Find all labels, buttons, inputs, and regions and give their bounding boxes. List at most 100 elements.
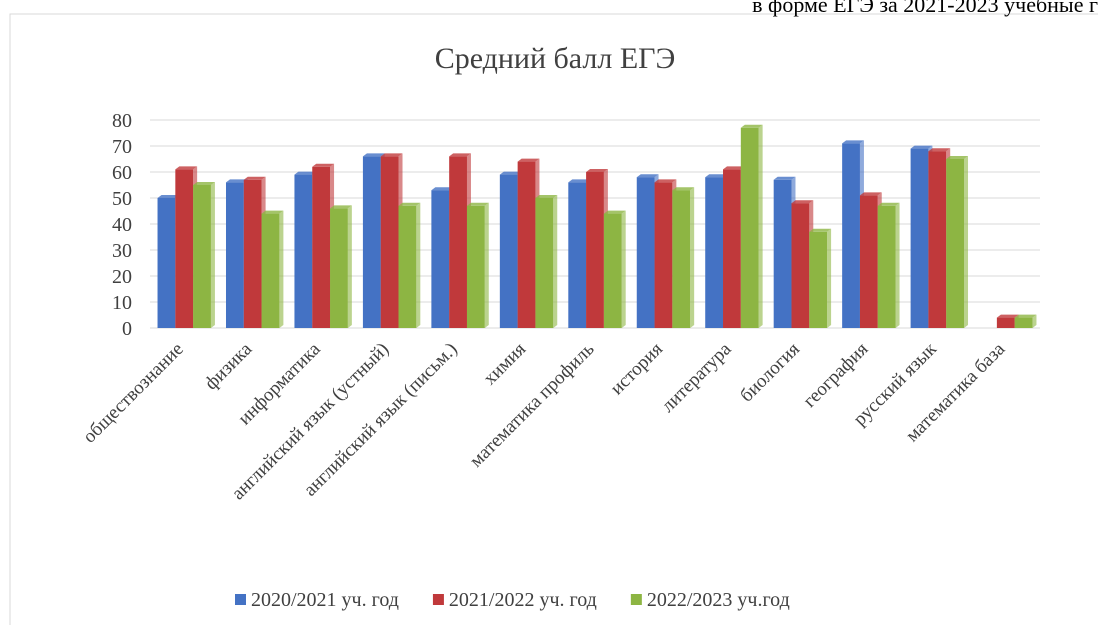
bar-top xyxy=(705,174,728,178)
bar-top xyxy=(809,228,832,232)
bar-top xyxy=(773,176,796,180)
bar-top xyxy=(996,314,1019,318)
bar-top xyxy=(946,156,969,159)
bar xyxy=(877,205,896,328)
bar-top xyxy=(568,179,591,183)
bar xyxy=(362,156,381,328)
bar-top xyxy=(910,145,933,149)
bar xyxy=(603,213,622,328)
bar-top xyxy=(312,163,335,167)
y-tick-label: 70 xyxy=(112,136,132,158)
bar xyxy=(705,177,724,328)
bar-side xyxy=(416,202,421,328)
y-tick-label: 10 xyxy=(112,292,132,314)
bar xyxy=(535,198,554,328)
legend-swatch xyxy=(432,594,444,605)
bar xyxy=(312,166,331,328)
bar-top xyxy=(791,200,814,204)
bar xyxy=(672,190,691,328)
bar-top xyxy=(330,205,352,209)
bar xyxy=(243,179,262,328)
bar xyxy=(225,182,244,328)
bar xyxy=(586,172,604,328)
bar-top xyxy=(740,124,763,128)
bar-top xyxy=(431,187,454,191)
bar-top xyxy=(672,187,695,191)
bar xyxy=(946,159,965,328)
bar xyxy=(723,169,741,328)
bar-top xyxy=(603,210,626,214)
bar-top xyxy=(499,171,522,175)
bar xyxy=(568,182,587,328)
bar xyxy=(791,203,810,328)
bar-top xyxy=(380,153,403,157)
bar xyxy=(294,174,313,328)
bar xyxy=(449,156,467,328)
legend-label: 2020/2021 уч. год xyxy=(251,589,399,611)
bar-top xyxy=(193,182,215,185)
bar-top xyxy=(842,140,864,144)
y-tick-label: 50 xyxy=(112,188,132,210)
bar xyxy=(517,161,536,328)
bar-side xyxy=(895,202,900,328)
header-note: в форме ЕГЭ за 2021-2023 учебные г xyxy=(752,0,1098,17)
legend-label: 2021/2022 уч. год xyxy=(449,589,597,611)
bar-top xyxy=(535,195,558,198)
bar xyxy=(261,213,280,328)
bar-top xyxy=(723,166,745,170)
bar-top xyxy=(294,171,317,175)
bar xyxy=(636,177,655,328)
bar-top xyxy=(398,202,421,206)
bar-side xyxy=(347,205,352,328)
bar-side xyxy=(827,228,832,328)
legend-swatch xyxy=(235,594,246,605)
bar-top xyxy=(1014,314,1037,318)
bar xyxy=(380,156,399,328)
bar xyxy=(740,127,759,328)
bar-side xyxy=(964,156,969,328)
y-tick-label: 40 xyxy=(112,214,132,236)
bar-top xyxy=(859,192,882,196)
bar-top xyxy=(243,176,266,180)
bar-side xyxy=(553,195,558,328)
bar xyxy=(330,208,348,328)
bar xyxy=(654,182,673,328)
bar xyxy=(859,195,878,328)
bar xyxy=(431,190,450,328)
bar xyxy=(809,231,828,328)
bar-top xyxy=(636,174,659,178)
bar-top xyxy=(517,158,540,162)
y-tick-label: 20 xyxy=(112,266,132,288)
bar xyxy=(996,317,1015,328)
bar xyxy=(157,198,176,328)
y-tick-label: 60 xyxy=(112,162,132,184)
y-tick-label: 30 xyxy=(112,240,132,262)
bar xyxy=(842,143,860,328)
bar-top xyxy=(449,153,471,157)
bar-side xyxy=(621,210,626,328)
bar-top xyxy=(362,153,385,157)
bar-side xyxy=(484,202,489,328)
bar-top xyxy=(654,179,677,183)
bar-side xyxy=(690,187,695,328)
bar xyxy=(466,205,485,328)
bar xyxy=(773,179,792,328)
bar-side xyxy=(279,210,284,328)
y-tick-label: 0 xyxy=(122,318,132,340)
legend-label: 2022/2023 уч.год xyxy=(647,589,790,611)
bar xyxy=(499,174,518,328)
bar-top xyxy=(157,195,180,198)
bar-top xyxy=(928,148,951,152)
bar xyxy=(398,205,417,328)
bar-top xyxy=(261,210,284,214)
bar-side xyxy=(758,124,763,328)
bar-side xyxy=(210,182,215,328)
bar-top xyxy=(586,169,608,172)
legend-swatch xyxy=(630,594,642,605)
bar xyxy=(193,185,211,328)
bar-top xyxy=(466,202,489,206)
bar-top xyxy=(877,202,900,206)
bar xyxy=(175,169,194,328)
